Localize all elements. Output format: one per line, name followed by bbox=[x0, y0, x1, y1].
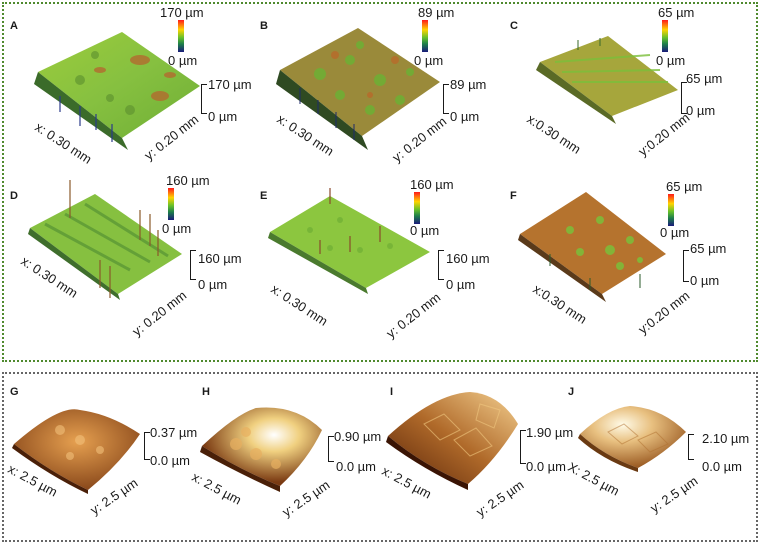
z-min-label: 0 µm bbox=[198, 277, 228, 292]
colorbar-min: 0 µm bbox=[656, 53, 686, 68]
z-min-label: 0.0 µm bbox=[150, 453, 191, 468]
afm-frame bbox=[2, 372, 758, 542]
colorbar-max: 170 µm bbox=[160, 5, 204, 20]
surface-plot-b bbox=[276, 28, 440, 150]
colorbar bbox=[662, 20, 668, 52]
surface-plot-e bbox=[268, 188, 430, 294]
colorbar-max: 160 µm bbox=[410, 177, 454, 192]
panel-letter: B bbox=[260, 20, 268, 32]
z-axis bbox=[683, 250, 689, 282]
z-axis bbox=[443, 84, 449, 114]
panel-letter: E bbox=[260, 190, 268, 202]
colorbar-max: 160 µm bbox=[166, 173, 210, 188]
colorbar-max: 65 µm bbox=[666, 179, 703, 194]
panel-letter: C bbox=[510, 20, 518, 32]
surface-plot-c bbox=[536, 36, 678, 124]
colorbar-max: 89 µm bbox=[418, 5, 455, 20]
colorbar bbox=[668, 194, 674, 226]
colorbar bbox=[422, 20, 428, 52]
panel-letter: J bbox=[568, 386, 575, 398]
z-axis bbox=[201, 84, 207, 114]
colorbar bbox=[178, 20, 184, 52]
panel-letter: H bbox=[202, 386, 210, 398]
z-axis bbox=[438, 250, 444, 280]
surface-plot-d bbox=[28, 180, 182, 300]
surface-plot-j bbox=[578, 406, 686, 472]
optical-profilometry-frame bbox=[2, 2, 758, 362]
colorbar-min: 0 µm bbox=[660, 225, 690, 240]
z-max-label: 1.90 µm bbox=[526, 425, 574, 440]
surface-plot-g bbox=[12, 409, 140, 494]
surface-plot-f bbox=[518, 192, 666, 302]
z-max-label: 160 µm bbox=[198, 251, 242, 266]
z-max-label: 170 µm bbox=[208, 77, 252, 92]
z-max-label: 65 µm bbox=[686, 71, 723, 86]
z-axis bbox=[190, 250, 196, 280]
colorbar bbox=[168, 188, 174, 220]
z-min-label: 0.0 µm bbox=[526, 459, 567, 474]
panel-letter: F bbox=[510, 190, 517, 202]
z-min-label: 0 µm bbox=[208, 109, 238, 124]
z-axis bbox=[328, 436, 334, 462]
z-min-label: 0 µm bbox=[450, 109, 480, 124]
colorbar-min: 0 µm bbox=[168, 53, 198, 68]
panel-letter: I bbox=[390, 386, 394, 398]
surface-plot-i bbox=[386, 392, 518, 490]
z-max-label: 89 µm bbox=[450, 77, 487, 92]
z-axis bbox=[144, 432, 150, 460]
panel-letter: G bbox=[10, 386, 19, 398]
colorbar-min: 0 µm bbox=[410, 223, 440, 238]
surface-plot-h bbox=[200, 407, 322, 492]
z-max-label: 2.10 µm bbox=[702, 431, 750, 446]
z-min-label: 0 µm bbox=[690, 273, 720, 288]
z-max-label: 0.37 µm bbox=[150, 425, 198, 440]
z-min-label: 0.0 µm bbox=[702, 459, 743, 474]
z-axis bbox=[520, 430, 526, 464]
z-axis bbox=[688, 434, 694, 460]
colorbar-min: 0 µm bbox=[162, 221, 192, 236]
z-max-label: 0.90 µm bbox=[334, 429, 382, 444]
z-min-label: 0.0 µm bbox=[336, 459, 377, 474]
panel-letter: A bbox=[10, 20, 18, 32]
z-max-label: 65 µm bbox=[690, 241, 727, 256]
colorbar bbox=[414, 192, 420, 224]
z-max-label: 160 µm bbox=[446, 251, 490, 266]
z-axis bbox=[681, 82, 687, 114]
z-min-label: 0 µm bbox=[686, 103, 716, 118]
surface-plot-a bbox=[34, 32, 200, 150]
colorbar-min: 0 µm bbox=[414, 53, 444, 68]
colorbar-max: 65 µm bbox=[658, 5, 695, 20]
z-min-label: 0 µm bbox=[446, 277, 476, 292]
panel-letter: D bbox=[10, 190, 18, 202]
